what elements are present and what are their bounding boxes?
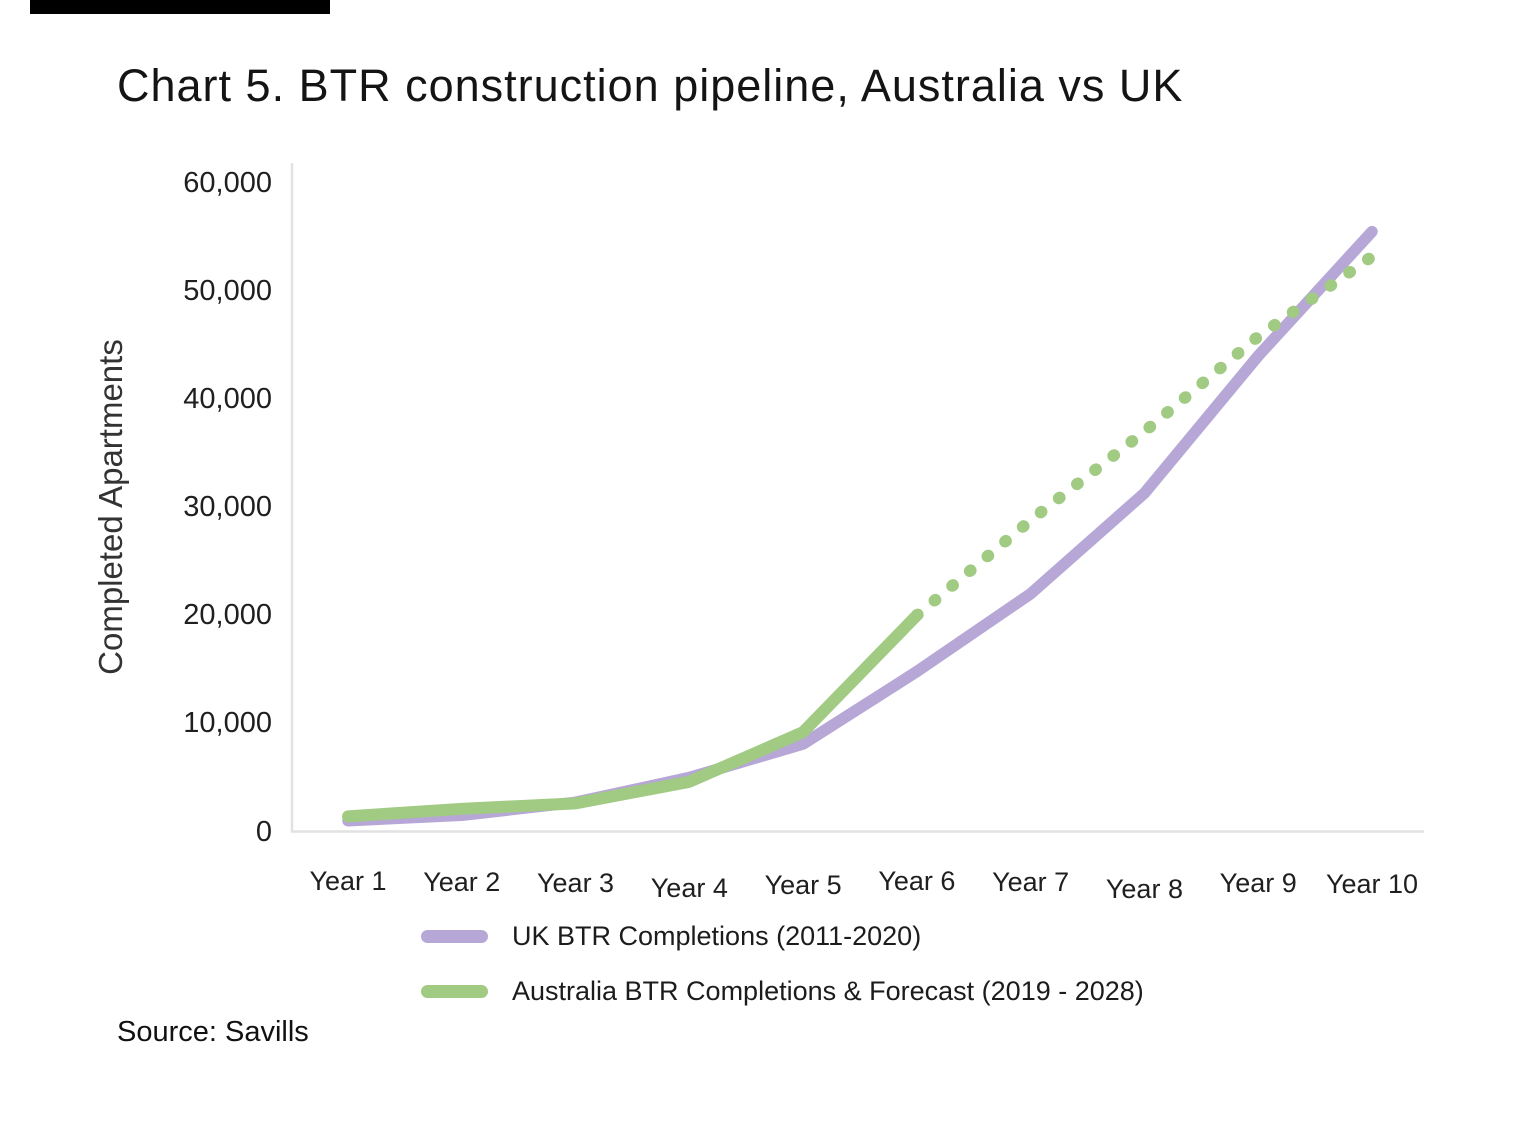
y-tick-label: 50,000 — [183, 275, 272, 308]
y-tick-label: 30,000 — [183, 491, 272, 524]
legend: UK BTR Completions (2011-2020) Australia… — [421, 918, 1321, 1028]
x-tick-label: Year 5 — [764, 870, 842, 900]
legend-item-uk: UK BTR Completions (2011-2020) — [421, 918, 1321, 954]
x-tick-label: Year 4 — [650, 873, 728, 903]
chart-title: Chart 5. BTR construction pipeline, Aust… — [117, 60, 1184, 111]
uk-series-label: UK BTR Completions (2011-2020) — [512, 920, 922, 951]
x-tick-label: Year 7 — [992, 867, 1070, 897]
x-tick-label: Year 3 — [537, 868, 615, 898]
x-tick-label: Year 9 — [1219, 868, 1297, 898]
uk-series-swatch — [421, 929, 488, 943]
x-tick-label: Year 6 — [878, 866, 956, 896]
y-tick-label: 0 — [255, 815, 272, 848]
y-tick-label: 40,000 — [183, 383, 272, 416]
x-tick-label: Year 2 — [423, 867, 501, 897]
x-tick-label: Year 10 — [1325, 869, 1419, 899]
x-tick-label: Year 8 — [1105, 874, 1183, 904]
australia-series-label: Australia BTR Completions & Forecast (20… — [512, 975, 1144, 1006]
y-tick-label: 20,000 — [183, 599, 272, 632]
y-tick-label: 60,000 — [183, 167, 272, 199]
source-note: Source: Savills — [117, 1016, 309, 1048]
australia-series-swatch — [421, 984, 488, 998]
top-left-black-bar — [30, 0, 330, 14]
x-tick-label: Year 1 — [309, 866, 387, 896]
y-tick-label: 10,000 — [183, 707, 272, 740]
legend-item-australia: Australia BTR Completions & Forecast (20… — [421, 973, 1321, 1009]
